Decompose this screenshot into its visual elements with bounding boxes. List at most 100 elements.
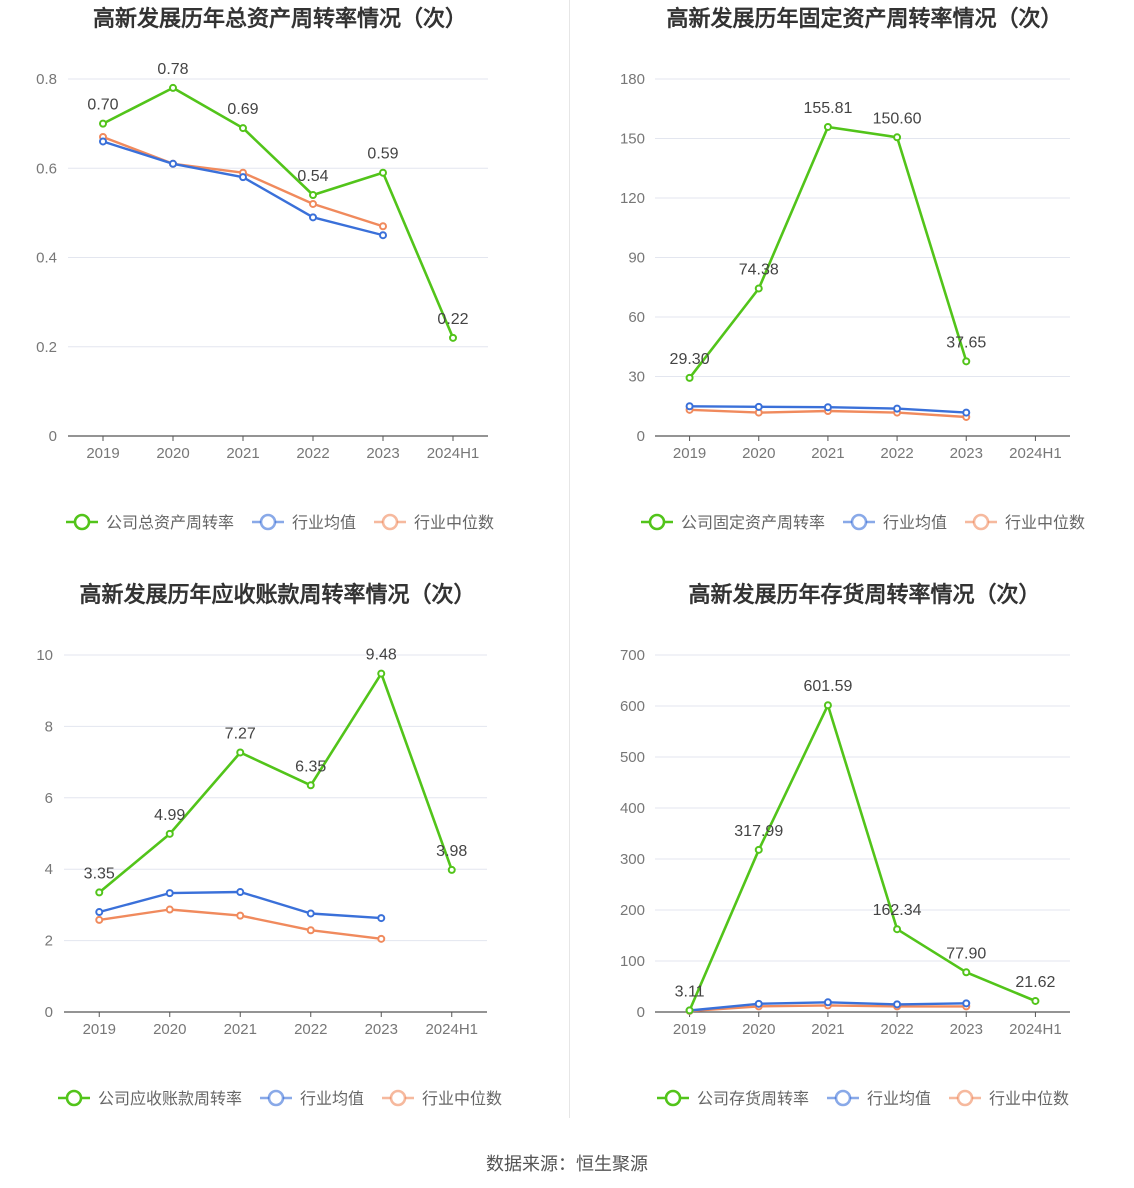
chart-title: 高新发展历年应收账款周转率情况（次）	[79, 582, 475, 607]
series-1	[95, 888, 386, 923]
series-line	[688, 125, 968, 379]
series-2	[99, 133, 387, 231]
series-line	[688, 703, 1036, 1011]
x-tick-label: 2022	[294, 1021, 327, 1038]
x-tick-label: 2019	[83, 1021, 116, 1038]
data-point	[236, 888, 245, 897]
y-tick-label: 0.6	[36, 160, 57, 177]
data-point	[169, 159, 177, 168]
data-point	[377, 914, 386, 923]
y-tick-label: 500	[620, 749, 645, 766]
data-point	[236, 911, 245, 920]
legend-item-0: 公司固定资产周转率	[641, 513, 825, 532]
x-tick-label: 2022	[880, 445, 913, 462]
legend-marker-icon	[648, 513, 666, 531]
series-line	[102, 140, 384, 237]
data-point	[823, 122, 832, 131]
x-tick-label: 2020	[742, 445, 775, 462]
series-1	[99, 137, 387, 240]
data-point	[306, 926, 315, 935]
legend-marker-icon	[834, 1089, 852, 1107]
data-point	[239, 173, 247, 182]
legend-item-1: 行业均值	[260, 1089, 364, 1108]
data-point	[754, 402, 763, 411]
legend-label: 公司固定资产周转率	[681, 514, 825, 532]
data-point	[379, 222, 387, 231]
data-point	[169, 83, 177, 92]
data-point	[377, 934, 386, 943]
data-point	[685, 1006, 694, 1015]
data-point	[893, 404, 902, 413]
data-point	[309, 213, 317, 222]
data-label: 9.48	[366, 647, 397, 664]
series-0	[685, 122, 971, 382]
data-label: 0.22	[437, 311, 468, 328]
data-label: 601.59	[803, 678, 852, 695]
data-point	[95, 908, 104, 917]
x-tick-label: 2024H1	[1009, 1021, 1062, 1038]
data-point	[823, 403, 832, 412]
data-label: 29.30	[670, 351, 710, 368]
chart-svg: 高新发展历年总资产周转率情况（次） 0 0.2 0.4 0.6 0.8 2019 2020 20…	[36, 6, 494, 532]
y-tick-label: 90	[628, 250, 645, 267]
data-point	[962, 357, 971, 366]
legend-marker-icon	[389, 1089, 407, 1107]
chart-title: 高新发展历年固定资产周转率情况（次）	[666, 6, 1062, 31]
y-tick-label: 2	[45, 933, 53, 950]
legend-label: 行业中位数	[414, 514, 494, 532]
x-tick-label: 2022	[296, 445, 329, 462]
series-line	[98, 672, 454, 894]
legend-label: 行业均值	[292, 514, 356, 532]
data-point	[447, 865, 456, 874]
data-point	[99, 119, 107, 128]
y-tick-label: 10	[36, 647, 53, 664]
legend-marker-icon	[73, 513, 91, 531]
y-tick-label: 0	[45, 1004, 53, 1021]
y-tick-label: 300	[620, 851, 645, 868]
y-tick-label: 700	[620, 647, 645, 664]
legend-label: 行业中位数	[422, 1090, 502, 1108]
data-label: 3.35	[84, 865, 115, 882]
x-tick-label: 2019	[86, 445, 119, 462]
x-tick-label: 2024H1	[427, 445, 480, 462]
legend-marker-icon	[267, 1089, 285, 1107]
data-point	[754, 999, 763, 1008]
legend-marker-icon	[381, 513, 399, 531]
series-0	[685, 701, 1040, 1015]
data-label: 77.90	[946, 945, 986, 962]
y-tick-label: 0	[637, 428, 645, 445]
data-point	[685, 373, 694, 382]
series-1	[685, 998, 971, 1015]
data-label: 155.81	[803, 100, 852, 117]
legend-item-2: 行业中位数	[949, 1089, 1069, 1108]
x-tick-label: 2020	[156, 445, 189, 462]
data-point	[99, 137, 107, 146]
y-tick-label: 180	[620, 71, 645, 88]
data-point	[893, 133, 902, 142]
y-tick-label: 0	[637, 1004, 645, 1021]
data-point	[823, 701, 832, 710]
x-tick-label: 2020	[742, 1021, 775, 1038]
legend-item-0: 公司应收账款周转率	[58, 1089, 242, 1108]
chart-title: 高新发展历年总资产周转率情况（次）	[93, 6, 467, 31]
legend-item-0: 公司总资产周转率	[66, 513, 234, 532]
y-tick-label: 200	[620, 902, 645, 919]
data-label: 4.99	[154, 807, 185, 824]
data-point	[449, 333, 457, 342]
x-tick-label: 2023	[366, 445, 399, 462]
y-tick-label: 600	[620, 698, 645, 715]
x-tick-label: 2023	[365, 1021, 398, 1038]
y-tick-label: 0.8	[36, 71, 57, 88]
y-tick-label: 0	[49, 428, 57, 445]
legend-marker-icon	[65, 1089, 83, 1107]
legend-item-0: 公司存货周转率	[657, 1089, 809, 1108]
series-1	[685, 402, 971, 417]
y-tick-label: 120	[620, 190, 645, 207]
series-0	[95, 669, 456, 897]
x-tick-label: 2021	[811, 1021, 844, 1038]
chart-svg: 高新发展历年固定资产周转率情况（次） 0 30 60 90 120 150 180 2019 20…	[620, 6, 1085, 532]
data-point	[754, 845, 763, 854]
series-2	[95, 905, 386, 943]
data-point	[306, 909, 315, 918]
legend-marker-icon	[664, 1089, 682, 1107]
